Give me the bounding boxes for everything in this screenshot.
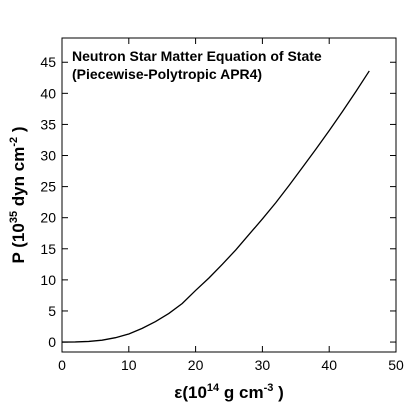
y-tick-label: 45 bbox=[40, 54, 56, 70]
y-label-part: dyn cm bbox=[9, 147, 28, 211]
x-label-sup: 14 bbox=[207, 382, 220, 394]
y-label-part: ) bbox=[9, 127, 28, 137]
x-tick-label: 20 bbox=[188, 357, 204, 373]
y-label-sup: 35 bbox=[8, 211, 20, 223]
x-tick-label: 40 bbox=[321, 357, 337, 373]
x-label-part: ) bbox=[273, 383, 283, 402]
x-label-sup: -3 bbox=[264, 382, 274, 394]
y-tick-label: 30 bbox=[40, 148, 56, 164]
x-tick-label: 0 bbox=[58, 357, 66, 373]
y-tick-label: 10 bbox=[40, 272, 56, 288]
y-tick-label: 35 bbox=[40, 116, 56, 132]
x-tick-label: 50 bbox=[388, 357, 404, 373]
y-label-sup: -2 bbox=[8, 137, 20, 147]
eos-curve bbox=[61, 70, 370, 343]
x-axis-label: ε(1014 g cm-3 ) bbox=[174, 382, 283, 402]
y-label-part: P (10 bbox=[9, 223, 28, 263]
x-label-part: ε(10 bbox=[174, 383, 207, 402]
plot-frame bbox=[61, 37, 397, 353]
y-tick-label: 15 bbox=[40, 241, 56, 257]
chart-subtitle: (Piecewise-Polytropic APR4) bbox=[72, 66, 262, 82]
y-tick-label: 5 bbox=[48, 303, 56, 319]
y-tick-label: 0 bbox=[48, 334, 56, 350]
x-tick-label: 10 bbox=[121, 357, 137, 373]
x-label-part: g cm bbox=[219, 383, 263, 402]
y-tick-label: 20 bbox=[40, 210, 56, 226]
y-tick-label: 25 bbox=[40, 179, 56, 195]
y-tick-label: 40 bbox=[40, 85, 56, 101]
x-tick-label: 30 bbox=[255, 357, 271, 373]
chart-title: Neutron Star Matter Equation of State bbox=[72, 48, 322, 64]
y-axis-label: P (1035 dyn cm-2 ) bbox=[8, 127, 28, 264]
